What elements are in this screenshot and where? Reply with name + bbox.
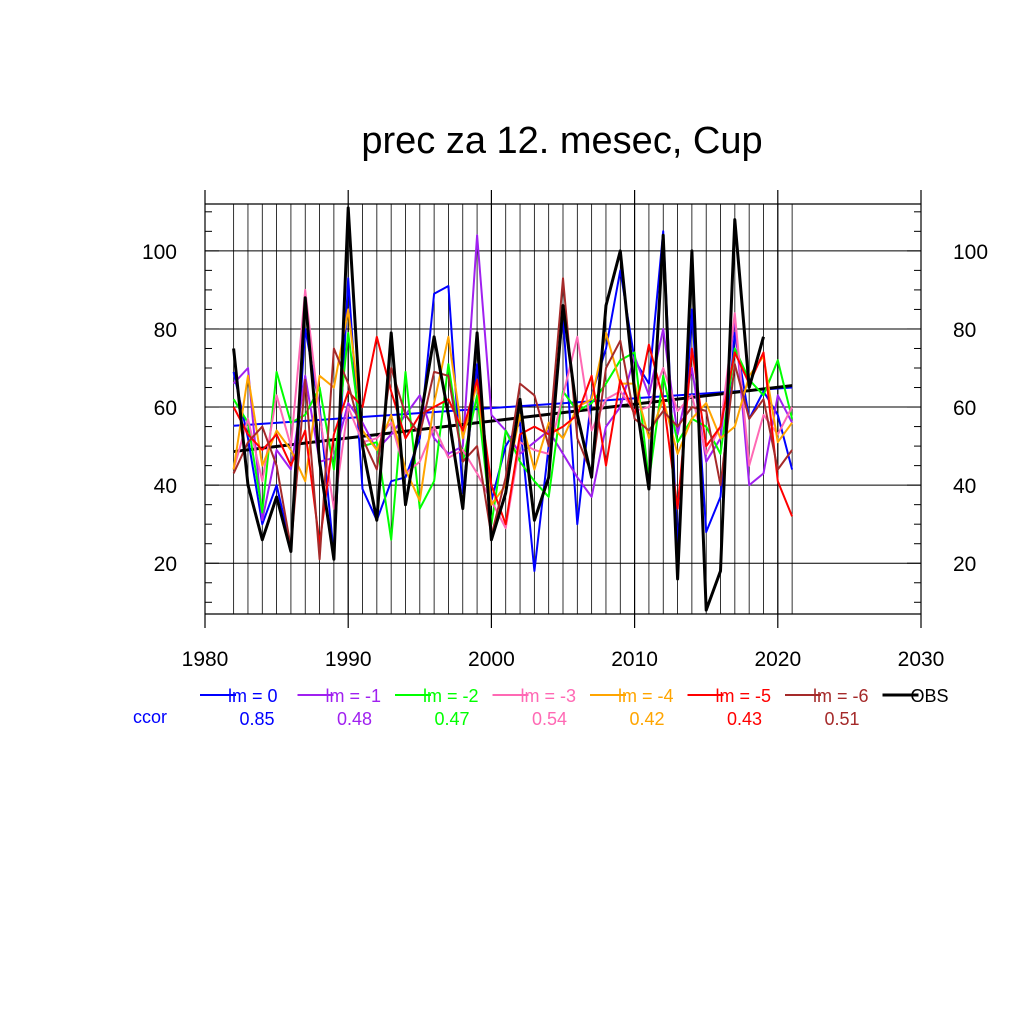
legend-label: lm = -1 — [326, 686, 382, 706]
legend-label: lm = -5 — [716, 686, 772, 706]
ccor-label: ccor — [133, 707, 167, 727]
y-tick-label-right: 40 — [953, 475, 976, 498]
x-tick-label: 2020 — [754, 648, 801, 671]
legend-label: lm = -6 — [813, 686, 869, 706]
y-tick-label-right: 80 — [953, 319, 976, 342]
y-tick-label-left: 20 — [154, 553, 177, 576]
y-tick-label-right: 60 — [953, 397, 976, 420]
series-line-obs — [232, 206, 765, 612]
y-tick-label-right: 20 — [953, 553, 976, 576]
legend-label: lm = -3 — [521, 686, 577, 706]
legend-label: lm = 0 — [228, 686, 278, 706]
y-tick-label-left: 80 — [154, 319, 177, 342]
x-tick-label: 2030 — [898, 648, 945, 671]
y-tick-label-left: 40 — [154, 475, 177, 498]
legend-label: lm = -2 — [423, 686, 479, 706]
ccor-value: 0.43 — [727, 709, 762, 729]
ccor-value: 0.42 — [629, 709, 664, 729]
y-tick-label-left: 100 — [142, 241, 177, 264]
x-tick-label: 1990 — [325, 648, 372, 671]
grid-layer — [204, 190, 922, 628]
legend-label: lm = -4 — [618, 686, 674, 706]
legend-layer: lm = 0 0.85 lm = -1 0.48 lm = -2 0.47 lm = -3 0… — [133, 686, 949, 729]
y-tick-label-right: 100 — [953, 241, 988, 264]
series-layer — [232, 206, 794, 612]
x-tick-label: 2010 — [611, 648, 658, 671]
x-tick-label: 1980 — [182, 648, 229, 671]
legend-label: OBS — [911, 686, 949, 706]
y-tick-label-left: 60 — [154, 397, 177, 420]
ccor-value: 0.48 — [337, 709, 372, 729]
x-tick-label: 2000 — [468, 648, 515, 671]
ccor-value: 0.51 — [824, 709, 859, 729]
ccor-value: 0.85 — [239, 709, 274, 729]
ccor-value: 0.54 — [532, 709, 567, 729]
chart-title: prec za 12. mesec, Cup — [361, 120, 763, 162]
ccor-value: 0.47 — [434, 709, 469, 729]
